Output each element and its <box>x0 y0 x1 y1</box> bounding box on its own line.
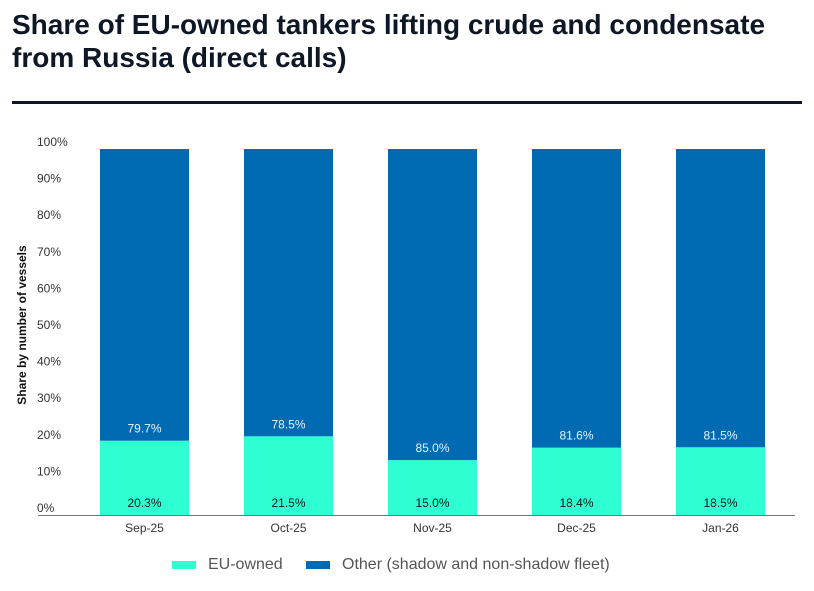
y-tick-label: 10% <box>37 464 61 478</box>
x-tick-label: Nov-25 <box>413 521 452 535</box>
legend-swatch-other <box>306 561 330 569</box>
y-tick-label: 50% <box>37 318 61 332</box>
bar-other <box>100 149 189 441</box>
y-tick-label: 40% <box>37 355 61 369</box>
y-tick-label: 60% <box>37 281 61 295</box>
y-tick-label: 0% <box>37 501 55 515</box>
legend-label-other: Other (shadow and non-shadow fleet) <box>342 556 610 573</box>
y-tick-label: 100% <box>37 135 68 149</box>
data-label: 81.6% <box>559 429 593 443</box>
y-tick-label: 70% <box>37 245 61 259</box>
x-tick-label: Oct-25 <box>270 521 306 535</box>
chart-title: Share of EU-owned tankers lifting crude … <box>12 9 766 73</box>
data-label: 18.4% <box>559 496 593 510</box>
data-label: 78.5% <box>271 417 305 431</box>
bar-eu-owned <box>100 440 189 515</box>
bar-eu-owned <box>532 447 621 515</box>
bar-eu-owned <box>676 447 765 515</box>
bar-eu-owned <box>244 436 333 515</box>
bar-other <box>676 149 765 448</box>
data-label: 15.0% <box>415 496 449 510</box>
y-tick-label: 80% <box>37 208 61 222</box>
bar-eu-owned <box>388 460 477 515</box>
data-label: 81.5% <box>703 428 737 442</box>
y-tick-label: 30% <box>37 391 61 405</box>
data-label: 18.5% <box>703 496 737 510</box>
title-divider <box>12 101 802 104</box>
data-label: 85.0% <box>415 441 449 455</box>
legend-item-other: Other (shadow and non-shadow fleet) <box>306 556 610 574</box>
x-tick-label: Dec-25 <box>557 521 596 535</box>
data-label: 20.3% <box>127 496 161 510</box>
bar-other <box>388 149 477 461</box>
y-tick-label: 20% <box>37 428 61 442</box>
y-axis-label: Share by number of vessels <box>15 245 29 405</box>
legend-label-eu-owned: EU-owned <box>208 556 283 573</box>
data-label: 79.7% <box>127 422 161 436</box>
data-label: 21.5% <box>271 496 305 510</box>
bar-other <box>532 149 621 448</box>
bar-other <box>244 149 333 437</box>
legend-item-eu-owned: EU-owned <box>172 556 283 574</box>
y-tick-label: 90% <box>37 172 61 186</box>
x-tick-label: Sep-25 <box>125 521 164 535</box>
legend-swatch-eu-owned <box>172 561 196 569</box>
x-tick-label: Jan-26 <box>702 521 739 535</box>
